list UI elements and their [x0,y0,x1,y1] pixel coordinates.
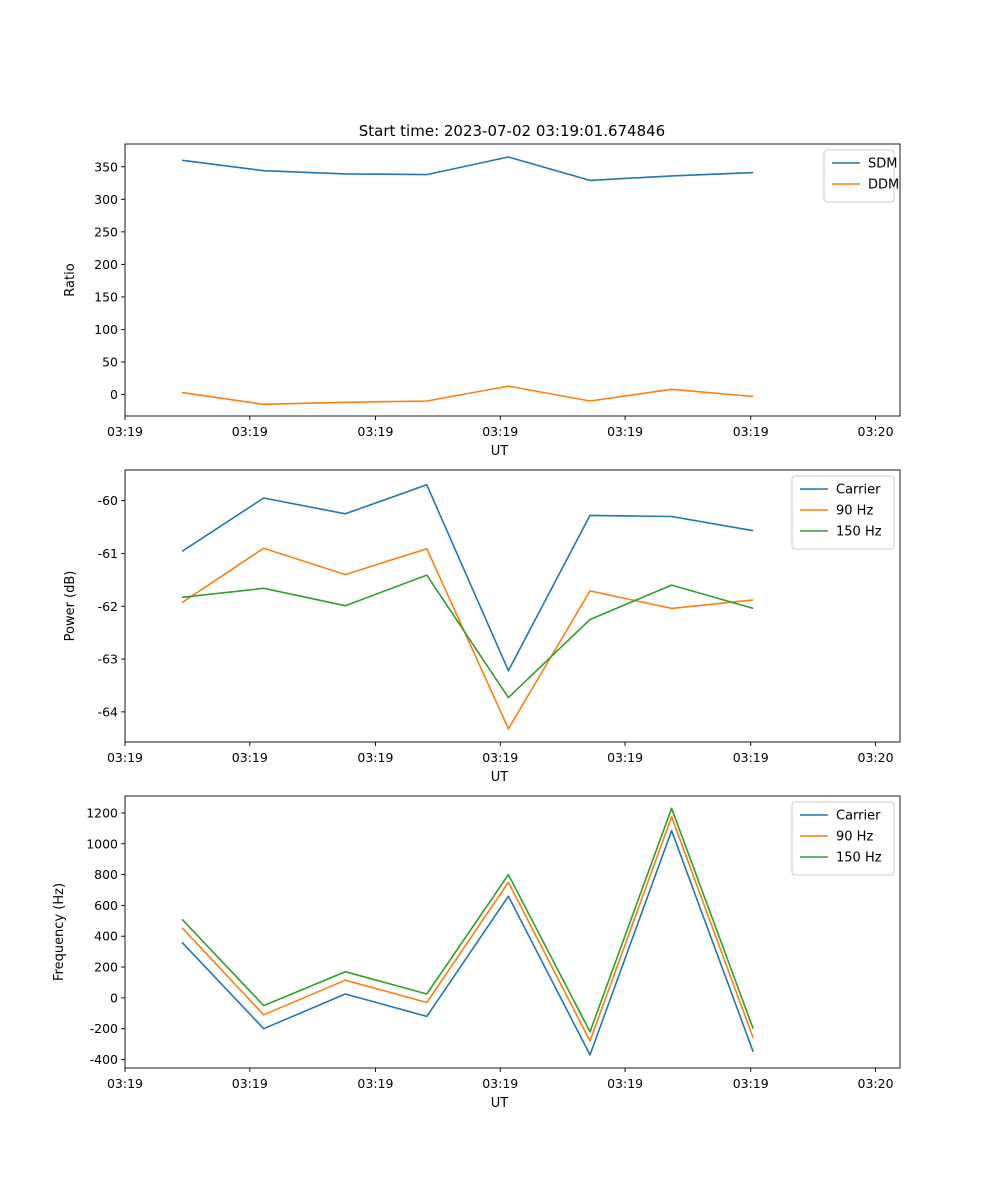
series-line-power-150-hz [182,574,754,699]
x-tick-label: 03:20 [858,424,894,439]
y-tick-label: 1200 [86,805,118,820]
x-tick-label: 03:19 [107,424,143,439]
y-axis-label: Power (dB) [63,571,78,642]
x-tick-label: 03:19 [232,750,268,765]
panel-frequency: -400 -200 0 200 400 600 800 1000 1200 03:19 03:19 0… [52,795,901,1111]
y-tick-label: 200 [94,960,118,975]
x-tick-label: 03:19 [107,1076,143,1091]
y-tick-label: 200 [94,257,118,272]
x-axis-label: UT [491,1096,509,1111]
legend-power: Carrier 90 Hz 150 Hz [791,475,895,550]
legend-label: SDM [868,157,897,172]
y-tick-label: -200 [90,1021,118,1036]
x-tick-label: 03:19 [232,1076,268,1091]
series-line-frequency-carrier [181,829,754,1056]
y-tick-label: 0 [110,990,118,1005]
y-tick-label: 50 [102,354,118,369]
series-line-ratio-ddm [181,385,754,406]
panel-ratio: 0 50 100 150 200 250 300 350 03:19 03:19 03:19 03:1… [63,143,901,459]
y-tick-label: 300 [94,192,118,207]
y-tick-label: -400 [90,1052,118,1067]
legend-ratio: SDM DDM [823,149,899,203]
y-axis-label: Frequency (Hz) [52,883,67,981]
y-tick-label: 100 [94,322,118,337]
x-tick-label: 03:19 [607,1076,643,1091]
x-axis-label: UT [491,770,509,785]
chart-title: Start time: 2023-07-02 03:19:01.674846 [359,122,665,140]
y-tick-label: -63 [98,652,118,667]
x-axis-label: UT [491,444,509,459]
legend-label: 150 Hz [836,525,882,540]
legend-label: 90 Hz [836,504,873,519]
legend-label: 90 Hz [836,830,873,845]
y-tick-label: -64 [98,704,118,719]
x-tick-label: 03:19 [357,750,393,765]
y-tick-label: 600 [94,898,118,913]
x-tick-label: 03:19 [733,750,769,765]
y-tick-label: 800 [94,867,118,882]
x-tick-label: 03:19 [607,424,643,439]
y-tick-label: -61 [98,546,118,561]
axes-frame-ratio [124,143,901,417]
y-tick-label: 250 [94,224,118,239]
x-tick-label: 03:19 [482,1076,518,1091]
axes-frame-frequency [124,795,901,1069]
x-tick-label: 03:19 [733,424,769,439]
x-tick-label: 03:20 [858,750,894,765]
legend-label: Carrier [836,809,881,824]
panel-power: -64 -63 -62 -61 -60 03:19 03:19 03:19 03:19 03:19… [63,469,901,785]
x-tick-label: 03:19 [357,424,393,439]
series-line-power-carrier [181,483,754,672]
x-tick-label: 03:19 [357,1076,393,1091]
legend-label: Carrier [836,483,881,498]
legend-label: DDM [868,178,899,193]
y-tick-label: 150 [94,289,118,304]
y-tick-label: 350 [94,159,118,174]
x-tick-label: 03:19 [482,750,518,765]
series-line-power-90-hz [181,547,754,730]
legend-label: 150 Hz [836,851,882,866]
x-tick-label: 03:19 [607,750,643,765]
y-tick-label: 1000 [86,836,118,851]
legend-frequency: Carrier 90 Hz 150 Hz [791,801,895,876]
x-tick-label: 03:19 [232,424,268,439]
panels: 0 50 100 150 200 250 300 350 03:19 03:19 03:19 03:1… [52,143,901,1111]
x-tick-label: 03:19 [733,1076,769,1091]
x-tick-label: 03:19 [107,750,143,765]
series-line-frequency-150-hz [181,807,754,1033]
y-tick-label: -60 [98,493,118,508]
series-line-frequency-90-hz [181,815,754,1042]
y-axis-label: Ratio [63,263,78,296]
x-tick-label: 03:19 [482,424,518,439]
x-tick-label: 03:20 [858,1076,894,1091]
y-tick-label: 400 [94,929,118,944]
series-line-ratio-sdm [181,156,754,182]
y-tick-label: 0 [110,387,118,402]
y-tick-label: -62 [98,599,118,614]
